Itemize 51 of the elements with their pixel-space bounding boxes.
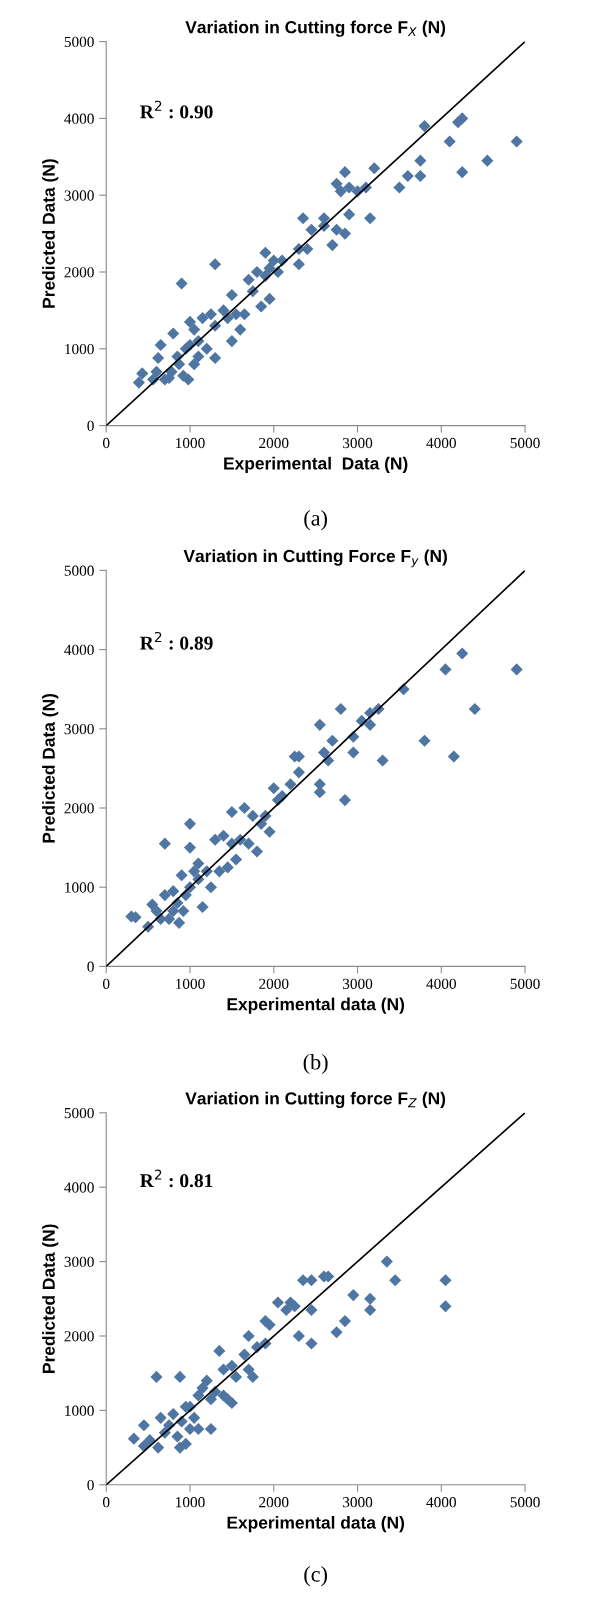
x-tick-label: 4000 — [426, 978, 456, 989]
x-axis-title: Experimental Data (N) — [224, 456, 408, 473]
annotation: R$^{2}$ : 0.90 — [140, 100, 213, 119]
annotation: R$^{2}$ : 0.81 — [140, 1169, 213, 1188]
x-axis-title: Experimental data (N) — [227, 1516, 405, 1533]
y-tick-label: 0 — [87, 1479, 94, 1491]
annotation: R$^{2}$ : 0.89 — [140, 631, 213, 650]
text: (a) — [304, 510, 327, 531]
x-tick-label: 5000 — [510, 978, 540, 989]
x-tick-label: 2000 — [259, 1497, 289, 1508]
x-tick-label: 3000 — [342, 437, 373, 449]
y-tick-label: 4000 — [64, 113, 94, 124]
y-tick-label: 4000 — [64, 644, 94, 656]
chart-title: Variation in Cutting force F$_{Z}$ (N) — [185, 1091, 446, 1109]
y-tick-label: 3000 — [64, 1256, 94, 1268]
x-tick-label: 4000 — [426, 437, 456, 449]
x-tick-label: 5000 — [510, 1497, 540, 1508]
y-tick-label: 3000 — [64, 723, 94, 735]
y-tick-label: 0 — [87, 961, 94, 972]
y-axis-title: Predicted Data (N) — [42, 159, 59, 308]
y-tick-label: 1000 — [65, 1405, 94, 1416]
x-tick-label: 1000 — [176, 1497, 205, 1508]
y-tick-label: 1000 — [65, 882, 94, 893]
x-tick-label: 3000 — [342, 1497, 373, 1508]
y-axis-title: Predicted Data (N) — [42, 1224, 59, 1373]
x-tick-label: 0 — [102, 978, 110, 989]
y-tick-label: 5000 — [64, 36, 94, 48]
chart-title: Variation in Cutting Force F$_{y}$ (N) — [183, 549, 447, 568]
text: (c) — [304, 1566, 327, 1587]
y-tick-label: 2000 — [64, 803, 94, 814]
y-tick-label: 2000 — [64, 1331, 94, 1342]
x-tick-label: 2000 — [259, 437, 289, 449]
x-tick-label: 2000 — [259, 978, 289, 989]
y-tick-label: 0 — [87, 420, 94, 432]
x-tick-label: 1000 — [176, 437, 205, 449]
y-tick-label: 1000 — [65, 343, 94, 355]
x-tick-label: 0 — [102, 1497, 110, 1508]
x-tick-label: 0 — [102, 437, 110, 449]
y-tick-label: 2000 — [64, 267, 94, 278]
y-tick-label: 5000 — [64, 565, 94, 576]
x-tick-label: 1000 — [176, 978, 205, 989]
x-tick-label: 4000 — [426, 1497, 456, 1508]
y-axis-title: Predicted Data (N) — [42, 694, 59, 843]
y-tick-label: 5000 — [64, 1107, 94, 1119]
x-tick-label: 3000 — [342, 978, 373, 989]
x-axis-title: Experimental data (N) — [227, 997, 405, 1014]
chart-title: Variation in Cutting force F$_{X}$ (N) — [185, 20, 446, 37]
y-tick-label: 3000 — [64, 190, 94, 201]
y-tick-label: 4000 — [64, 1182, 94, 1193]
x-tick-label: 5000 — [510, 437, 540, 449]
text: (b) — [303, 1053, 328, 1075]
